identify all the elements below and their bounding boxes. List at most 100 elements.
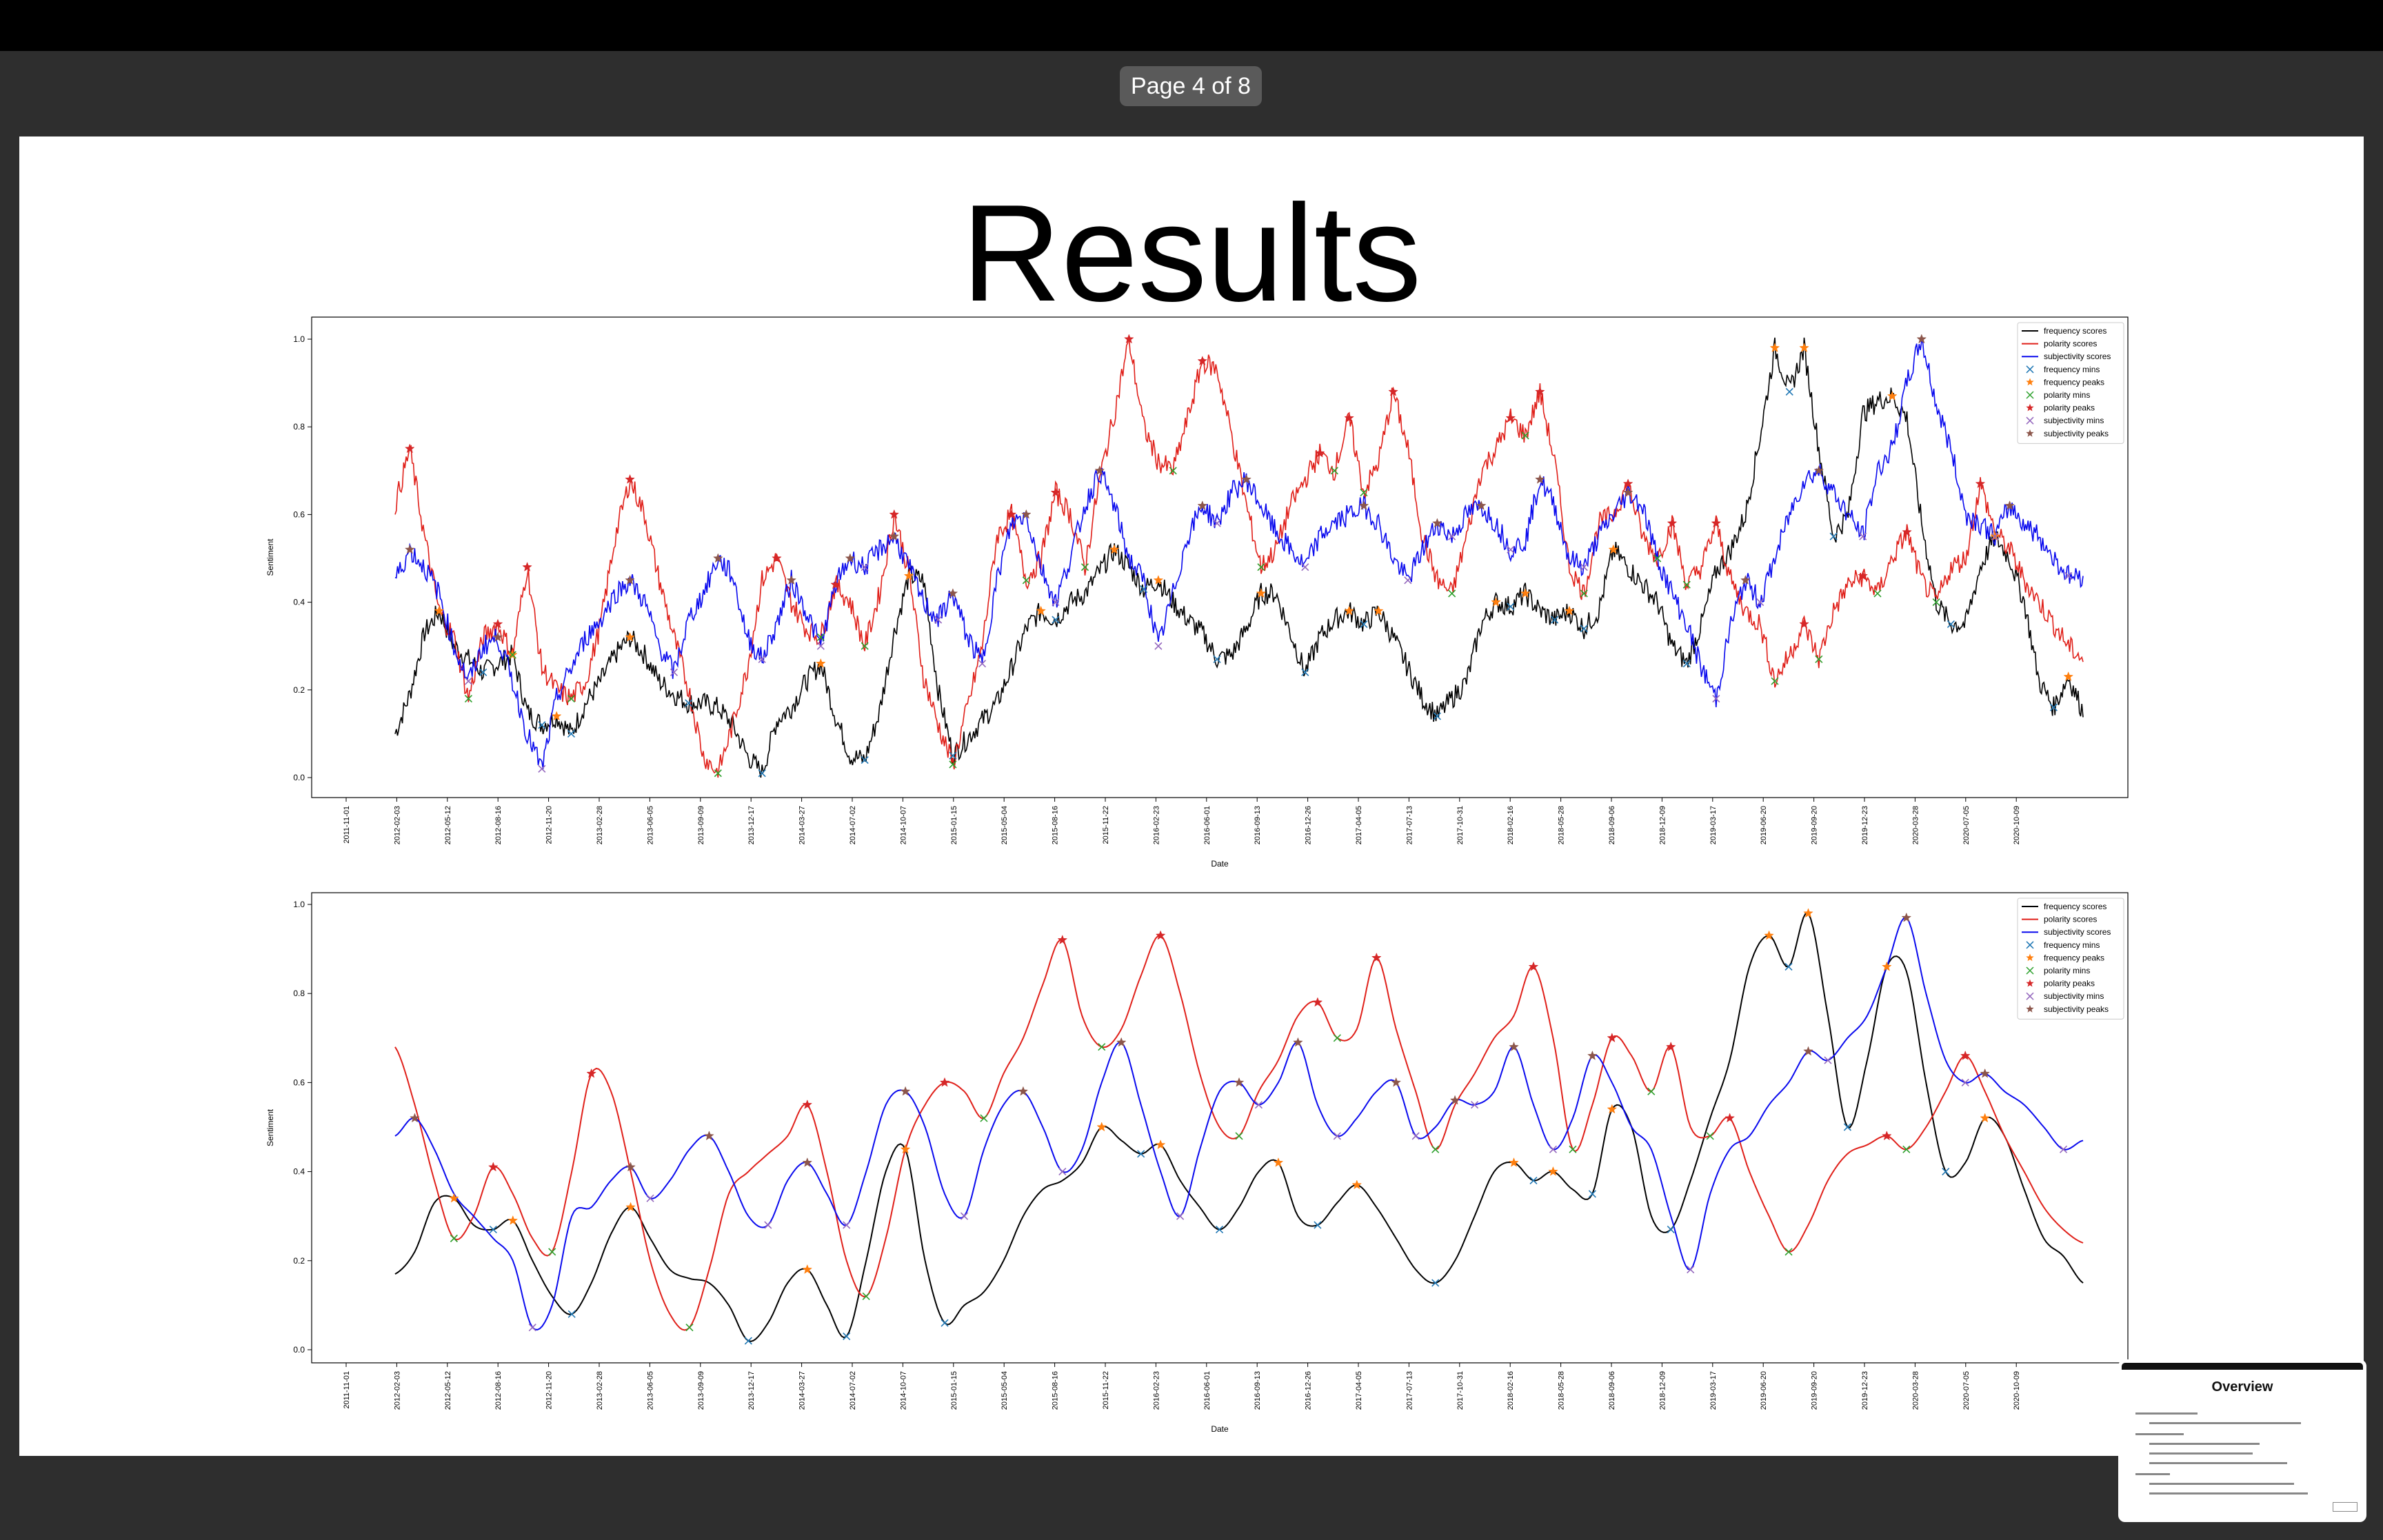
subjectivity-min-marker [1154,642,1163,650]
x-tick-label: 2018-02-16 [1507,1371,1515,1410]
x-tick-label: 2013-09-09 [697,1371,705,1410]
x-tick-label: 2020-10-09 [2013,806,2021,844]
polarity-peak-marker [772,553,782,563]
x-tick-label: 2015-08-16 [1052,1371,1060,1410]
subjectivity-peak-marker [2004,500,2015,510]
x-tick-label: 2020-03-28 [1911,806,1920,844]
thumbnail-button[interactable] [2333,1502,2357,1512]
x-tick-label: 2016-06-01 [1203,1371,1211,1410]
subjectivity-peak-marker [1535,474,1545,484]
legend-box [2017,322,2124,444]
subjectivity-peak-marker [1476,500,1487,510]
polarity-min-marker [1333,1034,1341,1042]
frequency-peak-marker [1491,596,1501,607]
subjectivity-min-marker [934,616,943,624]
subjectivity-min-marker [1301,563,1309,571]
polarity-peak-marker [1607,1033,1618,1043]
legend-symbol [2026,966,2034,975]
subjectivity-peak-marker [1391,1077,1402,1087]
frequency-peak-marker [551,711,562,721]
subjectivity-min-marker [1176,1212,1185,1220]
subjectivity-peak-marker [1018,1086,1029,1096]
subjectivity-peak-marker [1432,518,1442,528]
subjectivity-min-marker [758,655,766,663]
polarity-min-marker [508,651,516,659]
polarity-peak-marker [1197,356,1208,366]
polarity-min-marker [1932,598,1940,607]
subjectivity-peak-marker [1803,1046,1813,1056]
legend-label: polarity mins [2044,390,2090,400]
subjectivity-min-marker [1213,519,1221,527]
frequency-peak-marker [1520,588,1531,598]
frequency-peak-marker [1608,544,1619,554]
polarity-peak-marker [1622,478,1633,489]
x-tick-label: 2016-12-26 [1305,1371,1313,1410]
legend-label: subjectivity peaks [2044,1004,2109,1014]
legend-label: subjectivity mins [2044,416,2104,425]
legend-label: subjectivity peaks [2044,429,2109,438]
x-tick-label: 2012-05-12 [444,806,452,844]
frequency-peak-marker [1548,1166,1558,1176]
frequency-min-marker [1213,655,1221,663]
x-tick-label: 2016-09-13 [1254,806,1262,844]
legend-symbol [2026,378,2034,386]
x-tick-label: 2018-05-28 [1558,1371,1566,1410]
chart-1: 0.0 0.2 0.4 0.6 0.8 1.0 Sentiment 2011-11-01 201… [265,316,2129,869]
x-tick-label: 2016-02-23 [1152,806,1160,844]
subjectivity-min-marker [1471,1101,1479,1109]
subjectivity-min-marker [2059,1145,2068,1153]
polarity-min-marker [1873,589,1882,598]
frequency-min-marker [1360,620,1368,628]
x-tick-label: 2016-09-13 [1254,1371,1262,1410]
x-tick-label: 2016-02-23 [1152,1371,1160,1410]
subjectivity-min-marker [1333,1132,1341,1140]
thumbnail-title: Overview [2211,1379,2273,1395]
x-tick-label: 2017-04-05 [1355,1371,1363,1410]
frequency-peak-marker [1351,1179,1363,1190]
polarity-min-marker [1330,467,1338,475]
frequency-min-marker [685,699,693,707]
x-tick-label: 2019-12-23 [1861,806,1869,844]
x-tick-label: 2014-07-02 [849,806,857,844]
x-axis-label: Date [1211,859,1229,869]
frequency-series-line [394,337,2084,778]
frequency-min-marker [1140,585,1148,594]
x-tick-label: 2012-08-16 [494,806,503,844]
frequency-peak-marker [1153,575,1164,585]
polarity-min-marker [685,1324,694,1332]
polarity-peak-marker [492,618,503,629]
subjectivity-peak-marker [1901,912,1912,922]
x-tick-label: 2013-12-17 [747,1371,756,1410]
x-tick-label: 2015-11-22 [1102,1371,1110,1409]
frequency-min-marker [1507,602,1515,611]
frequency-min-marker [2049,703,2058,711]
x-tick-label: 2017-07-13 [1405,806,1414,844]
polarity-peak-marker [586,1068,596,1078]
polarity-peak-marker [1388,386,1398,396]
subjectivity-peak-marker [1813,465,1824,476]
frequency-peak-marker [903,570,914,580]
subjectivity-peak-marker [1234,1077,1245,1087]
polarity-peak-marker [1725,1113,1735,1123]
polarity-min-marker [1169,467,1177,475]
frequency-min-marker [479,668,487,676]
frequency-min-marker [1052,616,1060,624]
polarity-min-marker [1815,655,1823,663]
legend: frequency scores polarity scores subjectiv… [2017,322,2124,444]
x-tick-label: 2012-05-12 [444,1371,452,1410]
frequency-min-marker [1433,712,1441,720]
subjectivity-peak-marker [704,1131,714,1141]
frequency-min-marker [1301,668,1309,676]
subjectivity-min-marker [670,668,678,676]
frequency-series-line [394,912,2084,1342]
x-tick-label: 2011-11-01 [343,806,351,844]
slide-thumbnail[interactable]: Overview [2118,1359,2366,1522]
subjectivity-min-marker [1712,694,1720,703]
polarity-min-marker [1580,589,1588,598]
legend: frequency scores polarity scores subjectiv… [2017,898,2124,1020]
legend-label: frequency mins [2044,940,2100,950]
frequency-peak-marker [1273,1157,1284,1167]
subjectivity-min-marker [764,1221,772,1229]
slide-title: Results [961,176,1422,330]
slide: Results 0.0 0.2 0.4 0.6 0.8 1.0 Sentiment 2011-… [19,136,2364,1456]
